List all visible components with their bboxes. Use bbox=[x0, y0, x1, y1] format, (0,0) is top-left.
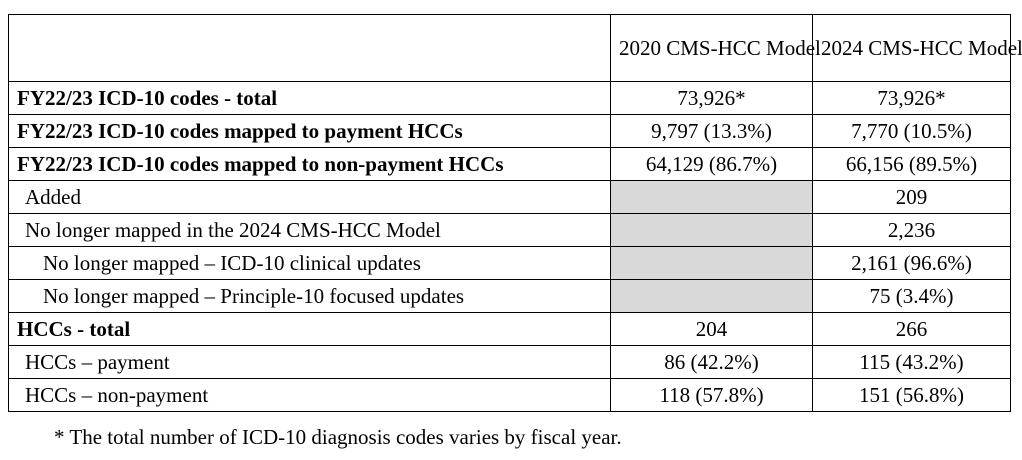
empty-cell bbox=[610, 246, 813, 280]
empty-cell bbox=[610, 279, 813, 313]
footnote: * The total number of ICD-10 diagnosis c… bbox=[54, 425, 622, 449]
row-label: HCCs – non-payment bbox=[8, 378, 611, 412]
row: No longer mapped – ICD-10 clinical updat… bbox=[8, 246, 1011, 280]
row: No longer mapped in the 2024 CMS-HCC Mod… bbox=[8, 213, 1011, 247]
cell: 2,161 (96.6%) bbox=[812, 246, 1011, 280]
header-cell bbox=[8, 14, 611, 82]
cell: 204 bbox=[610, 312, 813, 346]
header-cell: 2020 CMS-HCC Model bbox=[610, 14, 821, 82]
data-table: 2020 CMS-HCC Model 2024 CMS-HCC Model FY… bbox=[8, 14, 1022, 412]
cell: 7,770 (10.5%) bbox=[812, 114, 1011, 148]
row-label: FY22/23 ICD-10 codes - total bbox=[8, 81, 611, 115]
row-label: No longer mapped in the 2024 CMS-HCC Mod… bbox=[8, 213, 611, 247]
cell: 2,236 bbox=[812, 213, 1011, 247]
empty-cell bbox=[610, 180, 813, 214]
row: FY22/23 ICD-10 codes mapped to payment H… bbox=[8, 114, 1011, 148]
cell: 86 (42.2%) bbox=[610, 345, 813, 379]
cell: 9,797 (13.3%) bbox=[610, 114, 813, 148]
row: No longer mapped – Principle-10 focused … bbox=[8, 279, 1011, 313]
cell: 118 (57.8%) bbox=[610, 378, 813, 412]
cell: 151 (56.8%) bbox=[812, 378, 1011, 412]
row: FY22/23 ICD-10 codes mapped to non-payme… bbox=[8, 147, 1011, 181]
empty-cell bbox=[610, 213, 813, 247]
cell: 66,156 (89.5%) bbox=[812, 147, 1011, 181]
row-label: No longer mapped – ICD-10 clinical updat… bbox=[8, 246, 611, 280]
cell: 75 (3.4%) bbox=[812, 279, 1011, 313]
row-label: No longer mapped – Principle-10 focused … bbox=[8, 279, 611, 313]
header-cell: 2024 CMS-HCC Model bbox=[812, 14, 1022, 82]
cell: 209 bbox=[812, 180, 1011, 214]
cell: 64,129 (86.7%) bbox=[610, 147, 813, 181]
row: Added 209 bbox=[8, 180, 1011, 214]
header-row: 2020 CMS-HCC Model 2024 CMS-HCC Model bbox=[8, 14, 1022, 82]
cell: 115 (43.2%) bbox=[812, 345, 1011, 379]
row-label: Added bbox=[8, 180, 611, 214]
row: HCCs – payment 86 (42.2%) 115 (43.2%) bbox=[8, 345, 1011, 379]
row-label: FY22/23 ICD-10 codes mapped to non-payme… bbox=[8, 147, 611, 181]
cell: 266 bbox=[812, 312, 1011, 346]
cell: 73,926* bbox=[812, 81, 1011, 115]
row-label: FY22/23 ICD-10 codes mapped to payment H… bbox=[8, 114, 611, 148]
row-label: HCCs - total bbox=[8, 312, 611, 346]
row-label: HCCs – payment bbox=[8, 345, 611, 379]
row: HCCs – non-payment 118 (57.8%) 151 (56.8%) bbox=[8, 378, 1011, 412]
row: HCCs - total 204 266 bbox=[8, 312, 1011, 346]
cell: 73,926* bbox=[610, 81, 813, 115]
row: FY22/23 ICD-10 codes - total 73,926* 73,92… bbox=[8, 81, 1011, 115]
